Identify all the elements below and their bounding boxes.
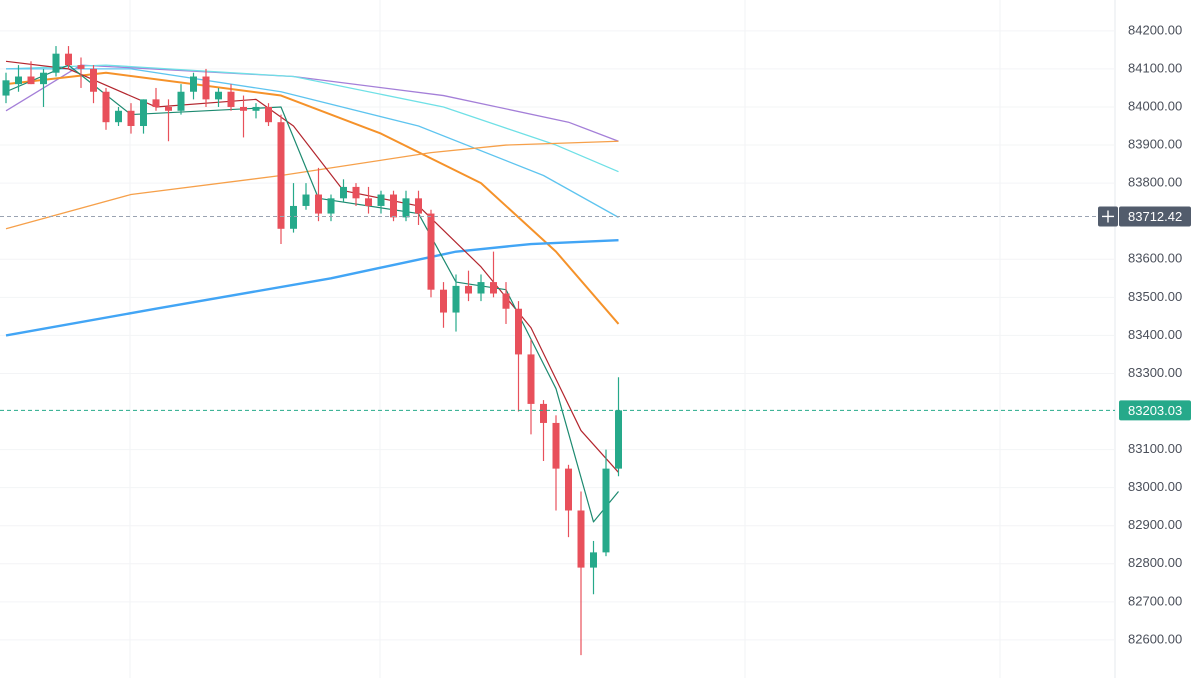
y-tick-label: 83100.00 bbox=[1128, 441, 1182, 456]
candle-body bbox=[365, 198, 372, 206]
y-tick-label: 83400.00 bbox=[1128, 327, 1182, 342]
y-tick-label: 83800.00 bbox=[1128, 175, 1182, 190]
candle-body bbox=[77, 65, 85, 69]
candle-body bbox=[577, 510, 585, 568]
y-tick-label: 84200.00 bbox=[1128, 22, 1182, 37]
candle-body bbox=[552, 422, 560, 469]
ma-line bbox=[5, 64, 619, 173]
overlay: 83712.42 83203.03 bbox=[0, 206, 1191, 421]
candle-body bbox=[152, 99, 160, 107]
candle-body bbox=[452, 285, 460, 313]
candle-body bbox=[490, 282, 497, 294]
candle-body bbox=[277, 122, 285, 229]
candle-body bbox=[165, 106, 172, 111]
candle-body bbox=[377, 194, 385, 206]
candle-body bbox=[102, 91, 110, 123]
candle-body bbox=[590, 552, 597, 568]
candle-body bbox=[315, 194, 322, 214]
price-label-bg bbox=[1119, 400, 1191, 421]
candle-body bbox=[265, 106, 272, 123]
candle-body bbox=[515, 308, 522, 355]
y-tick-label: 84000.00 bbox=[1128, 98, 1182, 113]
y-tick-label: 83300.00 bbox=[1128, 365, 1182, 380]
candle-body bbox=[402, 198, 410, 218]
candle-body bbox=[290, 205, 297, 229]
y-tick-label: 83000.00 bbox=[1128, 479, 1182, 494]
plus-icon bbox=[1102, 210, 1114, 223]
y-tick-label: 83900.00 bbox=[1128, 136, 1182, 151]
candle-body bbox=[115, 110, 122, 123]
candle-body bbox=[127, 110, 135, 127]
ma-line bbox=[5, 64, 619, 523]
candle-body bbox=[15, 76, 22, 85]
candle-body bbox=[52, 53, 60, 73]
candle-body bbox=[415, 198, 422, 214]
candle-body bbox=[527, 354, 535, 404]
candle-body bbox=[477, 282, 485, 294]
ma-line bbox=[5, 140, 619, 230]
candle-body bbox=[502, 293, 510, 309]
y-tick-label: 82900.00 bbox=[1128, 517, 1182, 532]
candle-body bbox=[227, 91, 235, 107]
candle-body bbox=[352, 186, 360, 199]
candle-body bbox=[190, 76, 197, 92]
candle-body bbox=[302, 194, 310, 206]
price-label: 83712.42 bbox=[1128, 209, 1182, 224]
candle-body bbox=[427, 213, 435, 290]
candle-body bbox=[602, 468, 610, 553]
candle-body bbox=[465, 285, 472, 294]
price-label-bg bbox=[1119, 206, 1191, 227]
y-tick-label: 82800.00 bbox=[1128, 555, 1182, 570]
candle-body bbox=[340, 186, 347, 199]
candle-body bbox=[65, 53, 72, 66]
candle-body bbox=[252, 106, 260, 111]
candle-body bbox=[140, 99, 147, 127]
price-label: 83203.03 bbox=[1128, 403, 1182, 418]
candle-body bbox=[215, 91, 222, 100]
y-tick-label: 82700.00 bbox=[1128, 593, 1182, 608]
y-tick-label: 83500.00 bbox=[1128, 289, 1182, 304]
ma-line bbox=[5, 64, 619, 142]
ma-line bbox=[5, 239, 619, 337]
ma-line bbox=[5, 71, 620, 325]
candle-body bbox=[2, 80, 10, 96]
candle-body bbox=[565, 468, 572, 511]
candle-body bbox=[27, 76, 35, 85]
candles bbox=[2, 46, 622, 656]
candle-body bbox=[540, 403, 547, 423]
indicators bbox=[5, 60, 620, 523]
candle-body bbox=[202, 76, 210, 100]
y-tick-label: 83600.00 bbox=[1128, 251, 1182, 266]
candle-body bbox=[177, 91, 185, 111]
candle-body bbox=[327, 198, 335, 214]
candle-body bbox=[240, 106, 247, 111]
y-tick-label: 82600.00 bbox=[1128, 631, 1182, 646]
y-tick-label: 84100.00 bbox=[1128, 60, 1182, 75]
candle-body bbox=[440, 289, 447, 313]
candle-body bbox=[90, 68, 97, 92]
candle-body bbox=[390, 194, 397, 218]
candle-body bbox=[615, 410, 622, 469]
candle-body bbox=[40, 72, 47, 85]
ma-line bbox=[6, 68, 619, 218]
